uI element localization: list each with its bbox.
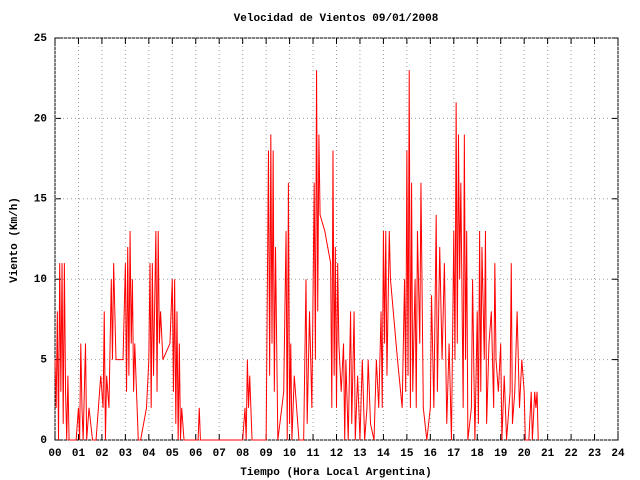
x-tick-label: 11 <box>306 448 320 460</box>
x-tick-label: 21 <box>541 448 555 460</box>
y-axis-label: Viento (Km/h) <box>9 197 21 283</box>
y-tick-label: 0 <box>40 435 47 447</box>
y-tick-label: 15 <box>34 194 48 206</box>
x-axis-label: Tiempo (Hora Local Argentina) <box>240 467 431 479</box>
x-tick-label: 15 <box>400 448 414 460</box>
wind-line <box>54 70 539 441</box>
x-tick-label: 05 <box>166 448 180 460</box>
x-tick-label: 09 <box>260 448 273 460</box>
x-tick-label: 12 <box>330 448 343 460</box>
x-tick-label: 19 <box>494 448 507 460</box>
y-tick-label: 5 <box>40 355 47 367</box>
chart-title: Velocidad de Vientos 09/01/2008 <box>234 13 439 25</box>
x-tick-label: 07 <box>213 448 226 460</box>
x-tick-label: 17 <box>447 448 460 460</box>
x-tick-label: 13 <box>353 448 367 460</box>
y-tick-label: 20 <box>34 113 47 125</box>
x-tick-label: 02 <box>95 448 108 460</box>
x-tick-label: 20 <box>518 448 531 460</box>
x-tick-label: 08 <box>236 448 250 460</box>
y-tick-label: 25 <box>34 33 48 45</box>
x-tick-label: 23 <box>588 448 602 460</box>
x-tick-label: 22 <box>564 448 577 460</box>
x-tick-label: 04 <box>142 448 156 460</box>
x-tick-label: 10 <box>283 448 296 460</box>
x-tick-label: 24 <box>611 448 625 460</box>
x-tick-label: 14 <box>377 448 391 460</box>
x-tick-label: 03 <box>119 448 133 460</box>
x-tick-label: 06 <box>189 448 202 460</box>
x-tick-label: 01 <box>72 448 86 460</box>
x-tick-label: 00 <box>48 448 61 460</box>
x-tick-label: 18 <box>471 448 485 460</box>
y-tick-label: 10 <box>34 274 47 286</box>
x-tick-label: 16 <box>424 448 437 460</box>
